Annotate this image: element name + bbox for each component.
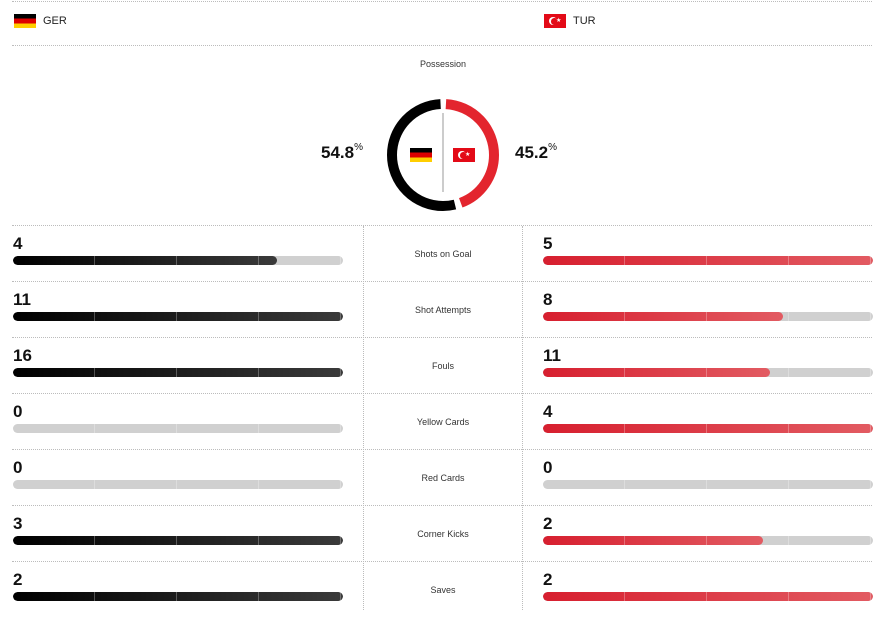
stats-divider (12, 225, 872, 226)
row-divider (12, 281, 872, 282)
home-stat-value: 4 (13, 234, 23, 253)
row-divider (12, 505, 872, 506)
away-stat-bar-fill (543, 536, 764, 545)
away-stat-bar-fill (543, 592, 873, 601)
away-stat-value: 11 (543, 346, 561, 365)
home-stat-value: 2 (13, 570, 23, 589)
stat-label: Fouls (431, 361, 454, 371)
stat-label: Yellow Cards (416, 417, 470, 427)
away-stat-bar (543, 592, 873, 601)
home-stat-bar-fill (13, 312, 343, 321)
away-stat-bar-fill (543, 312, 783, 321)
home-team-code: GER (43, 15, 67, 27)
home-stat-bar-fill (13, 536, 343, 545)
home-stat-bar (13, 312, 343, 321)
away-stat-value: 2 (543, 570, 553, 589)
away-stat-bar (543, 256, 873, 265)
stat-row-red-cards: 0 Red Cards 0 (0, 450, 876, 506)
germany-flag-icon (14, 14, 36, 28)
away-team-header[interactable]: ★ TUR (544, 14, 596, 28)
stat-row-fouls: 16 Fouls 11 (0, 338, 876, 394)
stat-row-yellow-cards: 0 Yellow Cards 4 (0, 394, 876, 450)
stat-label: Corner Kicks (417, 529, 469, 539)
row-divider (12, 393, 872, 394)
away-team-code: TUR (573, 15, 596, 27)
away-stat-value: 8 (543, 290, 553, 309)
home-stat-bar (13, 368, 343, 377)
home-stat-bar (13, 480, 343, 489)
home-possession-arc (387, 99, 499, 211)
home-stat-value: 3 (13, 514, 23, 533)
home-possession-value: 54.8% (321, 142, 363, 162)
away-stat-bar (543, 480, 873, 489)
home-stat-bar (13, 536, 343, 545)
away-stat-value: 0 (543, 458, 553, 477)
away-possession-arc (387, 99, 499, 211)
stat-label: Red Cards (421, 473, 465, 483)
home-stat-bar (13, 592, 343, 601)
stat-row-shot-attempts: 11 Shot Attempts 8 (0, 282, 876, 338)
home-stat-bar-fill (13, 592, 343, 601)
home-stat-value: 0 (13, 402, 23, 421)
away-stat-value: 5 (543, 234, 553, 253)
home-stat-value: 0 (13, 458, 23, 477)
column-separator (363, 226, 364, 610)
home-stat-bar (13, 256, 343, 265)
germany-flag-icon (410, 148, 432, 162)
home-stat-bar-fill (13, 256, 277, 265)
away-possession-value: 45.2% (515, 142, 557, 162)
away-stat-bar-fill (543, 424, 873, 433)
stat-label: Shot Attempts (414, 305, 472, 315)
home-team-header[interactable]: GER (14, 14, 67, 28)
top-divider (12, 1, 872, 2)
column-separator (522, 226, 523, 610)
away-stat-value: 2 (543, 514, 553, 533)
row-divider (12, 337, 872, 338)
stat-row-shots-on-goal: 4 Shots on Goal 5 (0, 226, 876, 282)
possession-title: Possession (419, 59, 467, 69)
away-stat-bar (543, 368, 873, 377)
turkey-flag-icon: ★ (453, 148, 475, 162)
header-divider (12, 45, 872, 46)
row-divider (12, 561, 872, 562)
turkey-flag-icon: ★ (544, 14, 566, 28)
away-stat-bar-fill (543, 368, 770, 377)
possession-donut-chart (387, 99, 499, 211)
away-stat-value: 4 (543, 402, 553, 421)
home-stat-bar-fill (13, 368, 343, 377)
away-stat-bar (543, 536, 873, 545)
stat-row-corner-kicks: 3 Corner Kicks 2 (0, 506, 876, 562)
stat-label: Shots on Goal (414, 249, 472, 259)
away-stat-bar (543, 312, 873, 321)
away-stat-bar-fill (543, 256, 873, 265)
home-stat-value: 11 (13, 290, 31, 309)
stat-label: Saves (430, 585, 456, 595)
home-stat-value: 16 (13, 346, 32, 365)
row-divider (12, 449, 872, 450)
stat-row-saves: 2 Saves 2 (0, 562, 876, 618)
home-stat-bar (13, 424, 343, 433)
away-stat-bar (543, 424, 873, 433)
